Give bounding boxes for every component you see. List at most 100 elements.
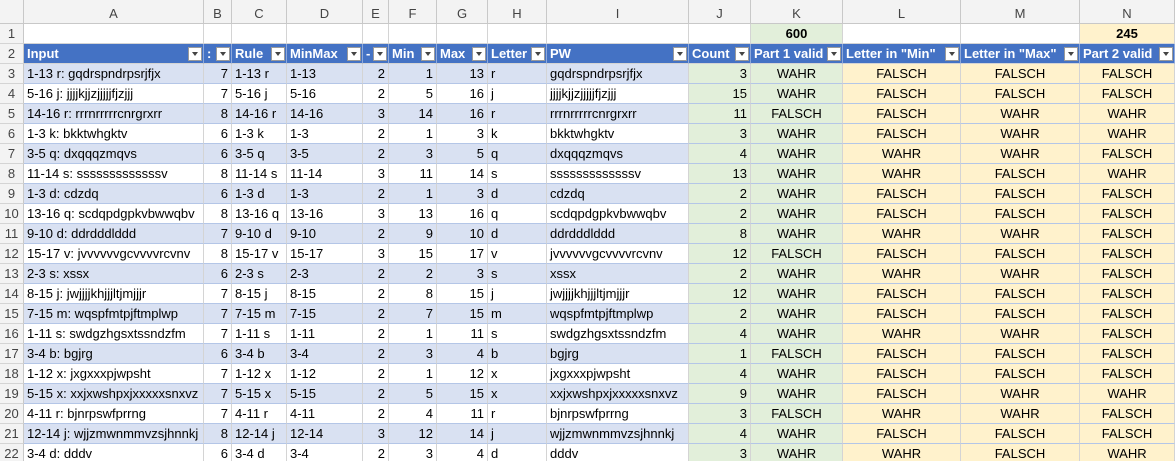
cell[interactable]: WAHR xyxy=(751,304,843,324)
filter-button[interactable] xyxy=(472,47,486,61)
cell[interactable]: 8 xyxy=(689,224,751,244)
cell[interactable] xyxy=(363,24,389,44)
cell[interactable]: FALSCH xyxy=(961,84,1080,104)
column-header[interactable]: H xyxy=(488,0,547,24)
cell[interactable]: 12 xyxy=(689,244,751,264)
column-header[interactable]: D xyxy=(287,0,363,24)
cell[interactable]: WAHR xyxy=(961,264,1080,284)
cell[interactable]: 6 xyxy=(204,344,232,364)
cell[interactable]: 13 xyxy=(389,204,437,224)
cell[interactable]: j xyxy=(488,424,547,444)
cell[interactable]: 6 xyxy=(204,124,232,144)
cell[interactable]: 1-3 d: cdzdq xyxy=(24,184,204,204)
table-header[interactable]: MinMax xyxy=(287,44,363,64)
table-header[interactable]: Letter in "Max" xyxy=(961,44,1080,64)
cell[interactable]: FALSCH xyxy=(751,344,843,364)
cell[interactable]: FALSCH xyxy=(961,284,1080,304)
cell[interactable] xyxy=(961,24,1080,44)
cell[interactable]: 3 xyxy=(689,64,751,84)
column-header[interactable]: L xyxy=(843,0,961,24)
cell[interactable]: 2 xyxy=(363,364,389,384)
row-header[interactable]: 10 xyxy=(0,204,24,224)
cell[interactable]: 6 xyxy=(204,444,232,461)
cell[interactable]: 5-16 j xyxy=(232,84,287,104)
cell[interactable]: FALSCH xyxy=(961,204,1080,224)
cell[interactable]: WAHR xyxy=(1080,384,1175,404)
cell[interactable]: 2 xyxy=(363,284,389,304)
cell[interactable]: 3 xyxy=(363,244,389,264)
cell[interactable]: bgjrg xyxy=(547,344,689,364)
total-cell[interactable]: 600 xyxy=(751,24,843,44)
cell[interactable]: s xyxy=(488,264,547,284)
cell[interactable]: 3-4 d xyxy=(232,444,287,461)
cell[interactable]: gqdrspndrpsrjfjx xyxy=(547,64,689,84)
cell[interactable] xyxy=(547,24,689,44)
cell[interactable]: FALSCH xyxy=(1080,264,1175,284)
cell[interactable]: FALSCH xyxy=(1080,424,1175,444)
table-header[interactable]: Part 2 valid xyxy=(1080,44,1175,64)
cell[interactable]: 5 xyxy=(437,144,488,164)
cell[interactable]: WAHR xyxy=(843,264,961,284)
cell[interactable]: WAHR xyxy=(1080,124,1175,144)
cell[interactable] xyxy=(437,24,488,44)
cell[interactable]: 13-16 q: scdqpdgpkvbwwqbv xyxy=(24,204,204,224)
cell[interactable]: WAHR xyxy=(1080,104,1175,124)
row-header[interactable]: 7 xyxy=(0,144,24,164)
cell[interactable]: 1-13 r xyxy=(232,64,287,84)
cell[interactable]: 5-15 x xyxy=(232,384,287,404)
filter-button[interactable] xyxy=(347,47,361,61)
cell[interactable]: ddrdddlddd xyxy=(547,224,689,244)
cell[interactable]: 14-16 r xyxy=(232,104,287,124)
cell[interactable]: 3 xyxy=(689,404,751,424)
row-header[interactable]: 18 xyxy=(0,364,24,384)
cell[interactable]: 2 xyxy=(363,444,389,461)
cell[interactable]: 8 xyxy=(204,244,232,264)
cell[interactable]: WAHR xyxy=(751,284,843,304)
cell[interactable]: 2 xyxy=(363,304,389,324)
row-header[interactable]: 11 xyxy=(0,224,24,244)
cell[interactable] xyxy=(204,24,232,44)
table-header[interactable]: Input xyxy=(24,44,204,64)
table-header[interactable]: Letter in "Min" xyxy=(843,44,961,64)
cell[interactable]: 3 xyxy=(363,424,389,444)
cell[interactable]: FALSCH xyxy=(961,364,1080,384)
cell[interactable]: 8 xyxy=(389,284,437,304)
row-header[interactable]: 4 xyxy=(0,84,24,104)
filter-button[interactable] xyxy=(216,47,230,61)
cell[interactable]: FALSCH xyxy=(843,384,961,404)
cell[interactable]: 1-3 d xyxy=(232,184,287,204)
filter-button[interactable] xyxy=(827,47,841,61)
cell[interactable]: r xyxy=(488,64,547,84)
cell[interactable]: WAHR xyxy=(751,444,843,461)
cell[interactable]: 2-3 s xyxy=(232,264,287,284)
cell[interactable]: cdzdq xyxy=(547,184,689,204)
table-header[interactable]: PW xyxy=(547,44,689,64)
cell[interactable]: 8 xyxy=(204,424,232,444)
cell[interactable]: 15 xyxy=(689,84,751,104)
cell[interactable]: 3 xyxy=(363,164,389,184)
cell[interactable]: FALSCH xyxy=(961,164,1080,184)
cell[interactable]: 7 xyxy=(389,304,437,324)
cell[interactable]: 12-14 j: wjjzmwnmmvzsjhnnkj xyxy=(24,424,204,444)
cell[interactable]: 11-14 xyxy=(287,164,363,184)
cell[interactable]: rrrnrrrrrcnrgrxrr xyxy=(547,104,689,124)
cell[interactable]: 6 xyxy=(204,264,232,284)
cell[interactable]: 2 xyxy=(363,224,389,244)
cell[interactable]: 4-11 r: bjnrpswfprrng xyxy=(24,404,204,424)
cell[interactable]: FALSCH xyxy=(1080,344,1175,364)
cell[interactable]: 2 xyxy=(363,264,389,284)
cell[interactable]: 3 xyxy=(389,344,437,364)
cell[interactable]: 7 xyxy=(204,304,232,324)
cell[interactable]: wqspfmtpjftmplwp xyxy=(547,304,689,324)
cell[interactable]: FALSCH xyxy=(961,64,1080,84)
cell[interactable]: 12-14 j xyxy=(232,424,287,444)
column-header[interactable]: N xyxy=(1080,0,1175,24)
cell[interactable]: WAHR xyxy=(961,144,1080,164)
cell[interactable]: FALSCH xyxy=(843,284,961,304)
cell[interactable]: 14 xyxy=(437,424,488,444)
cell[interactable]: bkktwhgktv xyxy=(547,124,689,144)
cell[interactable]: 9 xyxy=(389,224,437,244)
cell[interactable]: 4-11 xyxy=(287,404,363,424)
cell[interactable]: 16 xyxy=(437,104,488,124)
cell[interactable]: 3-4 xyxy=(287,444,363,461)
